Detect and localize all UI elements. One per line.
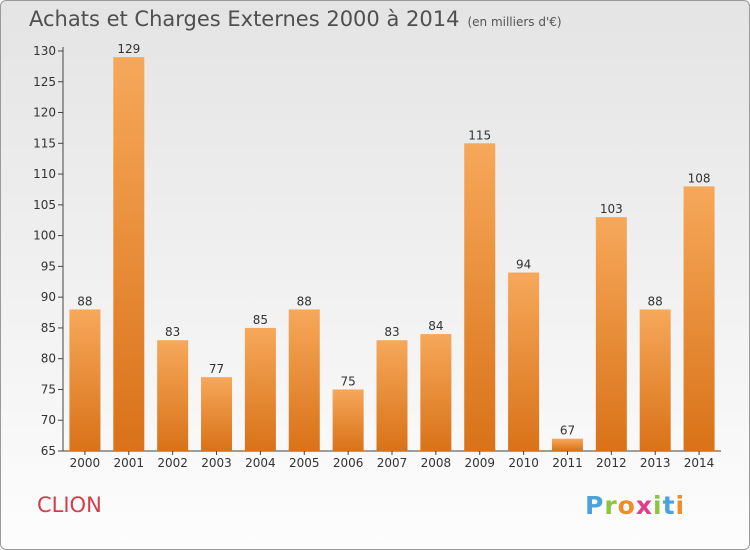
bar <box>244 327 276 451</box>
x-tick-label: 2013 <box>640 456 671 470</box>
y-tick-label: 70 <box>41 413 56 427</box>
y-tick-label: 125 <box>33 75 56 89</box>
y-tick-label: 120 <box>33 106 56 120</box>
bar <box>551 438 583 451</box>
bar <box>157 340 189 451</box>
data-label: 115 <box>468 128 491 142</box>
logo-letter: x <box>635 491 653 520</box>
data-label: 83 <box>384 325 399 339</box>
y-tick-label: 90 <box>41 290 56 304</box>
x-tick-label: 2001 <box>114 456 145 470</box>
bar <box>332 389 364 451</box>
chart-title-text: Achats et Charges Externes 2000 à 2014 <box>29 7 460 31</box>
y-tick-label: 100 <box>33 229 56 243</box>
y-tick-label: 105 <box>33 198 56 212</box>
data-label: 103 <box>600 202 623 216</box>
bar <box>683 186 715 451</box>
x-tick-label: 2003 <box>201 456 232 470</box>
logo-letter: t <box>662 491 676 520</box>
bar <box>420 334 452 451</box>
x-tick-label: 2010 <box>508 456 539 470</box>
chart-subtitle: (en milliers d'€) <box>467 15 562 29</box>
bar <box>201 377 233 451</box>
x-tick-label: 2002 <box>157 456 188 470</box>
data-label: 85 <box>253 313 268 327</box>
bar <box>376 340 408 451</box>
proxiti-logo[interactable]: Proxiti <box>585 491 685 520</box>
data-label: 94 <box>516 258 531 272</box>
axes: 65 70 75 80 85 90 95 100 105 110 115 120 125 130 2000 2… <box>33 44 721 470</box>
x-tick-label: 2012 <box>596 456 627 470</box>
data-label: 88 <box>77 294 92 308</box>
bar <box>595 217 627 451</box>
data-label: 83 <box>165 325 180 339</box>
bar <box>508 272 540 451</box>
data-label: 84 <box>428 319 443 333</box>
x-tick-label: 2000 <box>70 456 101 470</box>
data-label: 67 <box>560 424 575 438</box>
chart-title: Achats et Charges Externes 2000 à 2014 (e… <box>29 7 562 31</box>
commune-name: CLION <box>37 493 102 517</box>
data-label: 75 <box>340 374 355 388</box>
bar <box>69 309 101 451</box>
logo-letter: o <box>617 491 636 520</box>
data-labels: 88 129 83 77 85 88 75 83 84 115 94 67 103 88 108 <box>77 42 710 438</box>
y-tick-label: 65 <box>41 444 56 458</box>
bar <box>113 57 145 452</box>
x-tick-label: 2008 <box>421 456 452 470</box>
data-label: 108 <box>688 171 711 185</box>
logo-letter: P <box>585 491 605 520</box>
x-tick-label: 2007 <box>377 456 408 470</box>
x-tick-label: 2004 <box>245 456 276 470</box>
logo-letter: i <box>653 491 663 520</box>
x-tick-label: 2011 <box>552 456 583 470</box>
x-tick-label: 2009 <box>464 456 495 470</box>
logo-letter: r <box>604 491 618 520</box>
bar <box>639 309 671 451</box>
data-label: 88 <box>297 294 312 308</box>
y-tick-label: 85 <box>41 321 56 335</box>
data-label: 77 <box>209 362 224 376</box>
y-tick-label: 130 <box>33 44 56 58</box>
y-tick-label: 75 <box>41 382 56 396</box>
bar <box>288 309 320 451</box>
data-label: 88 <box>648 294 663 308</box>
data-label: 129 <box>117 42 140 56</box>
y-tick-label: 95 <box>41 259 56 273</box>
logo-letter: i <box>675 491 686 520</box>
x-tick-label: 2005 <box>289 456 320 470</box>
x-tick-label: 2014 <box>684 456 715 470</box>
y-tick-label: 115 <box>33 136 56 150</box>
y-tick-label: 80 <box>41 352 56 366</box>
x-tick-label: 2006 <box>333 456 364 470</box>
y-tick-label: 110 <box>33 167 56 181</box>
bars <box>69 57 715 452</box>
bar <box>464 143 496 452</box>
